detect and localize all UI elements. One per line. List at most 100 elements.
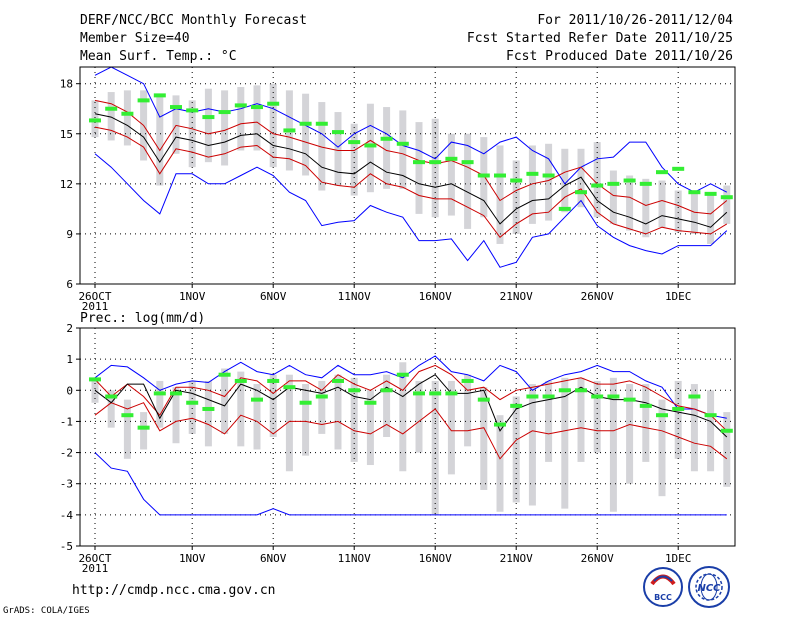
spread-bar xyxy=(415,122,423,214)
header-produced-date: Fcst Produced Date 2011/10/26 xyxy=(506,49,733,64)
spread-bar xyxy=(269,83,277,168)
obs-marker xyxy=(623,178,636,183)
obs-marker xyxy=(704,413,717,418)
spread-bar xyxy=(366,390,374,466)
spread-bar xyxy=(107,92,115,141)
obs-marker xyxy=(720,195,733,200)
spread-bar xyxy=(723,412,731,487)
ncc-logo-text: NCC xyxy=(697,583,721,594)
spread-bar xyxy=(253,85,261,151)
obs-marker xyxy=(348,388,361,393)
spread-bar xyxy=(707,192,715,244)
spread-bar xyxy=(528,145,536,224)
x-tick-label: 6NOV xyxy=(260,290,287,303)
x-tick-label: 21NOV xyxy=(500,552,533,565)
y-tick-label: 0 xyxy=(66,384,73,397)
obs-marker xyxy=(558,206,571,211)
spread-bar xyxy=(366,103,374,193)
spread-bar xyxy=(593,380,601,453)
x-year-label: 2011 xyxy=(82,562,109,575)
spread-bar xyxy=(723,185,731,224)
spread-bar xyxy=(480,387,488,490)
spread-bar xyxy=(334,374,342,450)
spread-bar xyxy=(545,143,553,221)
footer-url[interactable]: http://cmdp.ncc.cma.gov.cn xyxy=(72,583,276,598)
obs-marker xyxy=(315,121,328,126)
spread-bar xyxy=(658,399,666,497)
obs-marker xyxy=(672,166,685,171)
obs-marker xyxy=(332,130,344,135)
obs-marker xyxy=(526,171,539,176)
obs-marker xyxy=(105,106,118,111)
spread-bar xyxy=(561,148,569,213)
obs-marker xyxy=(105,394,118,399)
obs-marker xyxy=(688,190,701,195)
spread-bar xyxy=(334,112,342,186)
obs-marker xyxy=(267,101,280,106)
spread-bar xyxy=(237,87,245,151)
spread-bar xyxy=(221,368,229,434)
obs-marker xyxy=(380,388,393,393)
obs-marker xyxy=(170,105,182,110)
obs-marker xyxy=(153,391,166,396)
series-line-lower xyxy=(94,126,728,239)
obs-marker xyxy=(607,181,620,186)
header-period: For 2011/10/26-2011/12/04 xyxy=(537,13,733,28)
spread-bar xyxy=(123,399,131,459)
series-line-lower xyxy=(94,402,728,460)
obs-marker xyxy=(186,400,199,405)
obs-marker xyxy=(348,140,361,145)
x-tick-label: 16NOV xyxy=(419,290,452,303)
spread-bar xyxy=(512,396,520,503)
y-tick-label: 15 xyxy=(60,128,73,141)
spread-bar xyxy=(318,102,326,191)
spread-bar xyxy=(156,95,164,186)
obs-marker xyxy=(202,406,215,411)
obs-marker xyxy=(445,156,458,161)
obs-marker xyxy=(542,173,555,178)
obs-marker xyxy=(380,136,393,141)
spread-bar xyxy=(464,133,472,229)
obs-marker xyxy=(413,160,425,165)
obs-marker xyxy=(656,170,668,175)
spread-bar xyxy=(204,380,212,447)
obs-marker xyxy=(170,391,182,396)
spread-bar xyxy=(269,374,277,437)
x-tick-label: 11NOV xyxy=(338,290,371,303)
header-title: DERF/NCC/BCC Monthly Forecast xyxy=(80,13,307,28)
series-line-max xyxy=(94,355,727,419)
y-tick-label: 1 xyxy=(66,353,73,366)
obs-marker xyxy=(494,173,506,178)
spread-bar xyxy=(285,374,293,472)
spread-bar xyxy=(383,374,391,437)
obs-marker xyxy=(591,183,604,188)
spread-bar xyxy=(172,95,180,154)
obs-marker xyxy=(234,378,247,383)
spread-bar xyxy=(188,100,196,168)
obs-marker xyxy=(639,403,652,408)
obs-marker xyxy=(283,128,296,133)
obs-marker xyxy=(461,160,474,165)
obs-marker xyxy=(558,388,571,393)
obs-marker xyxy=(510,403,523,408)
obs-marker xyxy=(429,391,442,396)
spread-bar xyxy=(496,415,504,512)
obs-marker xyxy=(299,121,312,126)
obs-marker xyxy=(477,173,490,178)
obs-marker xyxy=(461,378,474,383)
obs-marker xyxy=(575,190,587,195)
spread-bar xyxy=(626,384,634,484)
obs-marker xyxy=(672,406,685,411)
spread-bar xyxy=(609,170,617,224)
obs-marker xyxy=(89,377,101,382)
obs-marker xyxy=(364,143,377,148)
series-line-upper xyxy=(94,364,728,432)
obs-marker xyxy=(607,394,620,399)
x-tick-label: 1NOV xyxy=(179,290,206,303)
spread-bar xyxy=(237,371,245,447)
spread-bar xyxy=(690,384,698,472)
spread-bar xyxy=(399,362,407,472)
y-tick-label: 2 xyxy=(66,322,73,335)
y-tick-label: 18 xyxy=(60,78,73,91)
